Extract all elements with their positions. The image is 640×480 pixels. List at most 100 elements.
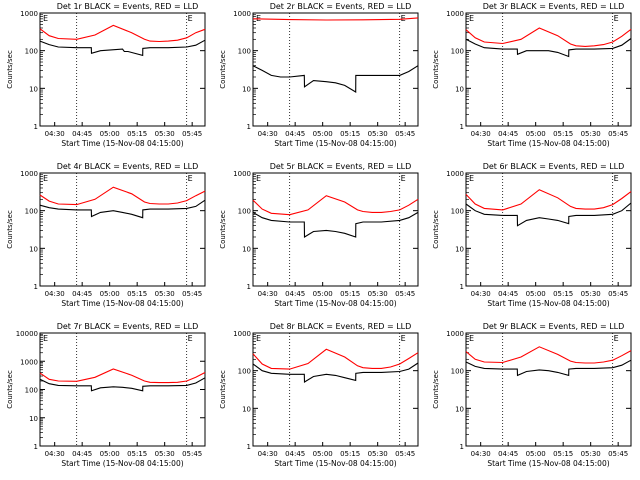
y-tick-label: 1000 bbox=[446, 170, 464, 178]
marker-label: E bbox=[256, 334, 261, 343]
series-line-lld bbox=[465, 189, 632, 211]
y-tick-label: 10 bbox=[455, 245, 464, 253]
x-tick-label: 05:30 bbox=[581, 290, 601, 298]
x-tick-label: 05:15 bbox=[127, 450, 147, 458]
y-tick-label: 100 bbox=[451, 208, 464, 216]
y-tick-label: 100 bbox=[25, 387, 38, 395]
x-tick-label: 05:15 bbox=[340, 130, 360, 138]
y-tick-label: 100 bbox=[238, 368, 251, 376]
x-tick-label: 04:30 bbox=[45, 290, 65, 298]
x-tick-label: 05:00 bbox=[526, 130, 546, 138]
plot-frame bbox=[39, 172, 206, 287]
y-tick-label: 1 bbox=[247, 123, 251, 131]
x-tick-label: 05:30 bbox=[155, 290, 175, 298]
series-line-lld bbox=[465, 346, 632, 364]
x-tick-label: 05:30 bbox=[368, 290, 388, 298]
marker-label: E bbox=[469, 334, 474, 343]
y-tick-label: 1 bbox=[460, 443, 464, 451]
y-tick-label: 10 bbox=[29, 415, 38, 423]
x-tick-label: 05:15 bbox=[553, 290, 573, 298]
marker-label: E bbox=[614, 14, 619, 23]
y-tick-label: 1000 bbox=[233, 170, 251, 178]
x-tick-label: 05:15 bbox=[553, 130, 573, 138]
y-tick-label: 100 bbox=[451, 368, 464, 376]
panel-7: Det 7r BLACK = Events, RED = LLD 1 10 100 10… bbox=[6, 322, 206, 468]
x-tick-label: 04:45 bbox=[498, 450, 518, 458]
plot-frame bbox=[39, 332, 206, 447]
y-tick-label: 100 bbox=[451, 48, 464, 56]
y-axis-label: Counts/sec bbox=[432, 50, 440, 89]
series-line-lld bbox=[252, 17, 419, 21]
x-tick-label: 04:45 bbox=[285, 130, 305, 138]
x-tick-label: 05:45 bbox=[395, 450, 415, 458]
y-tick-label: 1000 bbox=[20, 170, 38, 178]
panel-title: Det 9r BLACK = Events, RED = LLD bbox=[483, 322, 625, 331]
x-tick-label: 05:15 bbox=[127, 130, 147, 138]
y-tick-label: 1 bbox=[460, 283, 464, 291]
x-tick-label: 04:30 bbox=[258, 290, 278, 298]
plot-frame bbox=[465, 12, 632, 127]
series-line-events bbox=[465, 38, 632, 58]
x-tick-label: 05:00 bbox=[313, 450, 333, 458]
panel-title: Det 4r BLACK = Events, RED = LLD bbox=[57, 162, 199, 171]
x-tick-label: 05:15 bbox=[553, 450, 573, 458]
x-tick-label: 05:00 bbox=[100, 450, 120, 458]
series-line-lld bbox=[39, 186, 206, 206]
y-axis-label: Counts/sec bbox=[6, 50, 14, 89]
series-line-events bbox=[39, 39, 206, 57]
x-axis-label: Start Time (15-Nov-08 04:15:00) bbox=[274, 139, 396, 148]
marker-label: E bbox=[43, 334, 48, 343]
marker-label: E bbox=[401, 174, 406, 183]
y-tick-label: 1 bbox=[247, 283, 251, 291]
x-tick-label: 05:30 bbox=[581, 450, 601, 458]
x-axis-label: Start Time (15-Nov-08 04:15:00) bbox=[61, 139, 183, 148]
x-tick-label: 04:45 bbox=[72, 450, 92, 458]
x-tick-label: 05:30 bbox=[368, 450, 388, 458]
x-tick-label: 04:30 bbox=[45, 450, 65, 458]
x-tick-label: 04:30 bbox=[471, 450, 491, 458]
marker-label: E bbox=[188, 174, 193, 183]
y-axis-label: Counts/sec bbox=[6, 210, 14, 249]
x-tick-label: 05:30 bbox=[155, 130, 175, 138]
marker-label: E bbox=[188, 334, 193, 343]
y-tick-label: 10 bbox=[455, 85, 464, 93]
y-axis-label: Counts/sec bbox=[219, 210, 227, 249]
y-tick-label: 1000 bbox=[446, 330, 464, 338]
y-tick-label: 100 bbox=[238, 48, 251, 56]
x-tick-label: 04:45 bbox=[498, 290, 518, 298]
y-axis-label: Counts/sec bbox=[432, 370, 440, 409]
x-tick-label: 05:45 bbox=[395, 290, 415, 298]
panel-5: Det 5r BLACK = Events, RED = LLD 1 10 100 10… bbox=[219, 162, 419, 308]
marker-label: E bbox=[469, 174, 474, 183]
y-tick-label: 10 bbox=[455, 405, 464, 413]
marker-label: E bbox=[469, 14, 474, 23]
marker-label: E bbox=[614, 334, 619, 343]
panel-4: Det 4r BLACK = Events, RED = LLD 1 10 100 10… bbox=[6, 162, 206, 308]
series-line-lld bbox=[465, 27, 632, 47]
x-tick-label: 05:45 bbox=[395, 130, 415, 138]
y-tick-label: 100 bbox=[25, 48, 38, 56]
x-tick-label: 05:15 bbox=[340, 450, 360, 458]
y-tick-label: 1 bbox=[34, 123, 38, 131]
x-tick-label: 04:30 bbox=[258, 130, 278, 138]
panel-title: Det 1r BLACK = Events, RED = LLD bbox=[57, 2, 199, 11]
plot-frame bbox=[252, 172, 419, 287]
x-tick-label: 05:45 bbox=[608, 450, 628, 458]
panel-title: Det 7r BLACK = Events, RED = LLD bbox=[57, 322, 199, 331]
marker-label: E bbox=[43, 174, 48, 183]
y-axis-label: Counts/sec bbox=[219, 370, 227, 409]
panel-title: Det 2r BLACK = Events, RED = LLD bbox=[270, 2, 412, 11]
panel-title: Det 3r BLACK = Events, RED = LLD bbox=[483, 2, 625, 11]
series-line-lld bbox=[39, 368, 206, 384]
y-tick-label: 10 bbox=[242, 85, 251, 93]
panel-title: Det 8r BLACK = Events, RED = LLD bbox=[270, 322, 412, 331]
y-axis-label: Counts/sec bbox=[6, 370, 14, 409]
x-tick-label: 04:30 bbox=[258, 450, 278, 458]
series-line-events bbox=[465, 202, 632, 227]
y-tick-label: 100 bbox=[25, 208, 38, 216]
panel-title: Det 5r BLACK = Events, RED = LLD bbox=[270, 162, 412, 171]
series-line-events bbox=[252, 65, 419, 93]
y-tick-label: 10000 bbox=[16, 330, 38, 338]
series-line-events bbox=[252, 362, 419, 383]
